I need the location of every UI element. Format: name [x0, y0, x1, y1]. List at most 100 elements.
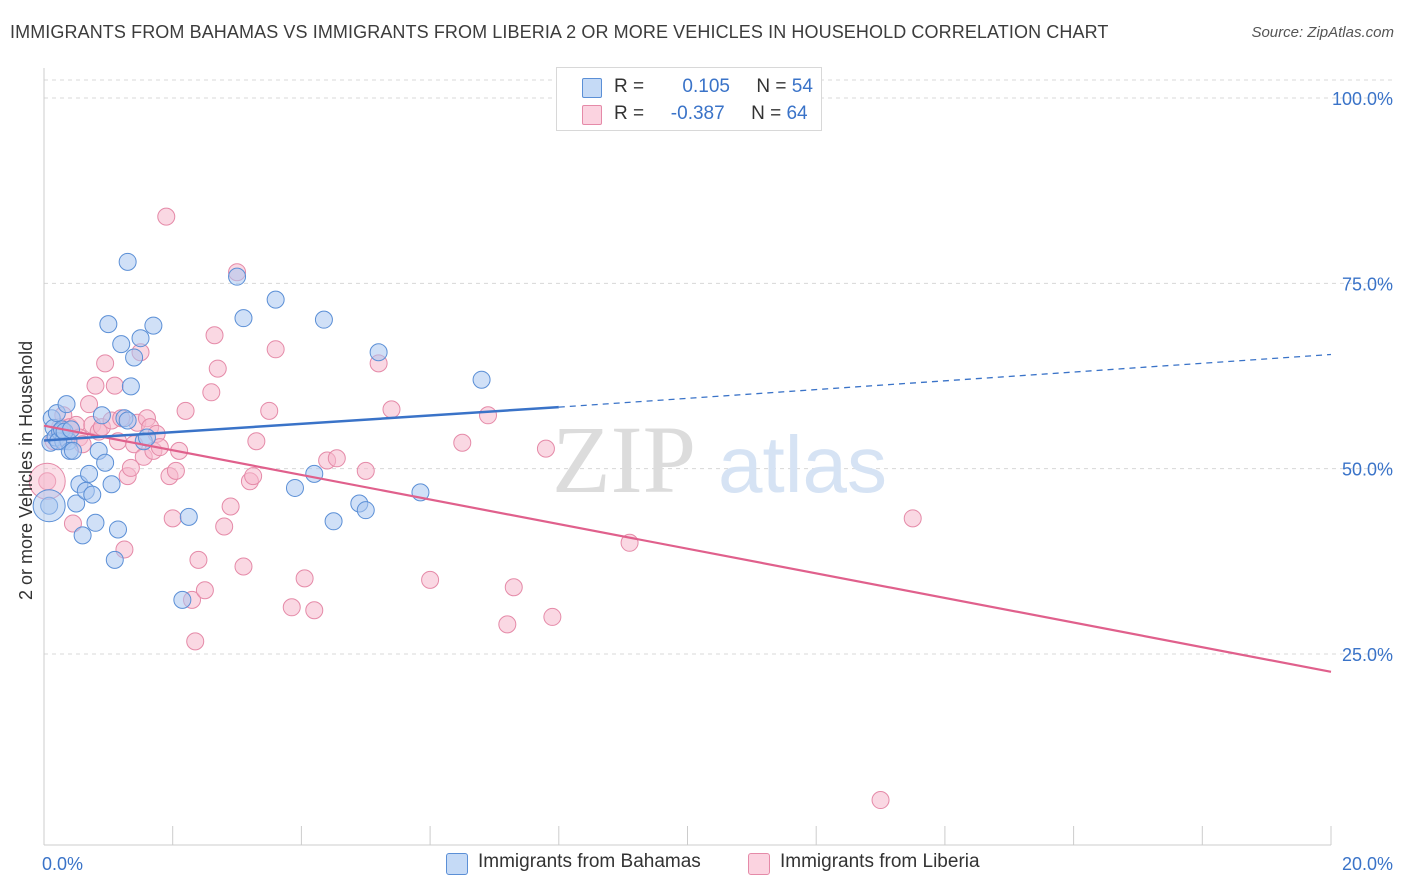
liberia-point: [163, 509, 182, 528]
bahamas-trend-line: [43, 405, 559, 442]
bahamas-point: [109, 520, 128, 539]
legend-swatch-bahamas: [582, 78, 602, 98]
liberia-point: [86, 376, 105, 395]
source-label: Source: ZipAtlas.com: [1251, 24, 1394, 41]
bahamas-point: [121, 377, 140, 396]
liberia-point: [202, 383, 221, 402]
trend-lines: [43, 353, 1332, 673]
legend-n-value: 64: [786, 103, 808, 124]
bottom-legend-swatch-bahamas: [446, 853, 468, 875]
bahamas-point: [99, 315, 118, 334]
bahamas-point: [80, 464, 99, 483]
liberia-point: [260, 401, 279, 420]
liberia-point: [903, 509, 922, 528]
liberia-point: [221, 497, 240, 516]
bahamas-point-large: [32, 489, 66, 523]
liberia-point: [208, 359, 227, 378]
legend-r-value: -0.387: [670, 103, 725, 124]
liberia-point: [421, 570, 440, 589]
bahamas-point: [173, 590, 192, 609]
bahamas-point: [105, 550, 124, 569]
bahamas-point: [118, 411, 137, 430]
x-tick-label: 0.0%: [42, 854, 83, 874]
legend-n-label: N =: [756, 76, 787, 97]
liberia-point: [105, 376, 124, 395]
liberia-point: [234, 557, 253, 576]
liberia-point: [536, 439, 555, 458]
bottom-legend-swatch-liberia: [748, 853, 770, 875]
bahamas-point: [266, 290, 285, 309]
bahamas-point: [285, 478, 304, 497]
liberia-point: [295, 569, 314, 588]
liberia-point: [305, 601, 324, 620]
bahamas-point: [92, 406, 111, 425]
axes: [43, 68, 1332, 846]
liberia-point: [453, 433, 472, 452]
legend-r-value: 0.105: [682, 76, 730, 97]
bahamas-point: [179, 507, 198, 526]
bahamas-point: [305, 464, 324, 483]
liberia-point: [205, 326, 224, 345]
bottom-legend-label-liberia: Immigrants from Liberia: [780, 851, 980, 872]
bahamas-point: [67, 494, 86, 513]
bahamas-trend-projection: [558, 353, 1332, 408]
bahamas-point: [369, 343, 388, 362]
legend-n-value: 54: [791, 76, 813, 97]
watermark-atlas: atlas: [718, 420, 887, 509]
liberia-point: [327, 449, 346, 468]
tick-labels: 25.0% 50.0% 75.0% 100.0% 0.0% 20.0%: [42, 89, 1393, 874]
liberia-point: [195, 581, 214, 600]
bahamas-point: [144, 316, 163, 335]
bahamas-point: [102, 475, 121, 494]
bahamas-point: [57, 395, 76, 414]
bahamas-point: [112, 335, 131, 354]
bahamas-point: [125, 348, 144, 367]
watermark: ZIP atlas: [552, 406, 887, 513]
legend-r-label: R =: [614, 76, 645, 97]
legend-n-label: N =: [751, 103, 782, 124]
liberia-trend-line: [43, 424, 1332, 673]
legend-r-label: R =: [614, 103, 645, 124]
bahamas-point: [228, 267, 247, 286]
liberia-point: [543, 607, 562, 626]
bahamas-point: [356, 501, 375, 520]
liberia-point: [215, 517, 234, 536]
liberia-point: [479, 406, 498, 425]
y-tick-label: 75.0%: [1342, 274, 1393, 294]
liberia-point: [382, 400, 401, 419]
bahamas-point: [118, 252, 137, 271]
bahamas-point: [131, 329, 150, 348]
bahamas-point: [234, 309, 253, 328]
liberia-point: [63, 514, 82, 533]
y-tick-label: 100.0%: [1332, 89, 1393, 109]
liberia-point: [157, 207, 176, 226]
stats-legend: R = 0.105 N = 54 R = -0.387 N = 64: [556, 67, 822, 131]
bahamas-point: [324, 512, 343, 531]
liberia-point: [186, 632, 205, 651]
liberia-point: [176, 401, 195, 420]
liberia-point: [266, 340, 285, 359]
bahamas-point: [472, 370, 491, 389]
liberia-point: [96, 354, 115, 373]
liberia-point: [504, 578, 523, 597]
bahamas-point: [96, 453, 115, 472]
y-axis-label: 2 or more Vehicles in Household: [16, 340, 36, 600]
liberia-point: [282, 598, 301, 617]
x-tick-label: 20.0%: [1342, 854, 1393, 874]
liberia-point: [244, 467, 263, 486]
bahamas-point: [86, 513, 105, 532]
bahamas-point: [73, 526, 92, 545]
watermark-zip: ZIP: [552, 406, 696, 513]
liberia-point: [498, 615, 517, 634]
legend-swatch-liberia: [582, 105, 602, 125]
chart-title: IMMIGRANTS FROM BAHAMAS VS IMMIGRANTS FR…: [10, 22, 1109, 42]
y-tick-label: 25.0%: [1342, 645, 1393, 665]
liberia-point: [247, 432, 266, 451]
bahamas-point: [314, 310, 333, 329]
liberia-point: [189, 550, 208, 569]
liberia-point: [871, 791, 890, 810]
liberia-point: [80, 395, 99, 414]
bahamas-point: [83, 485, 102, 504]
y-tick-label: 50.0%: [1342, 460, 1393, 480]
